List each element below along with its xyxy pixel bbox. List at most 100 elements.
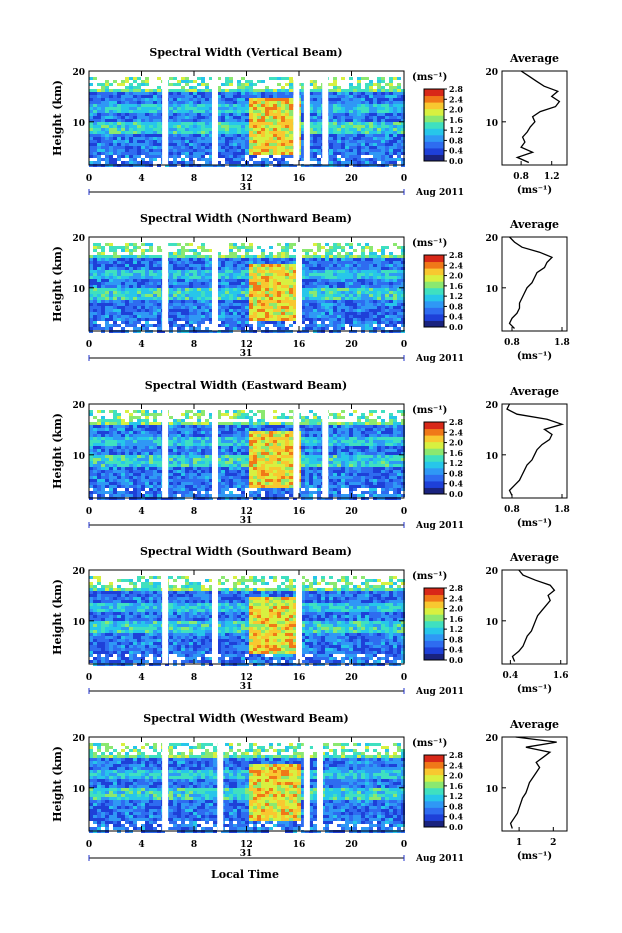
panel-title: Spectral Width (Eastward Beam) — [145, 379, 347, 392]
heatmap-cell — [269, 116, 273, 119]
heatmap-cell — [197, 300, 201, 303]
heatmap-cell — [265, 92, 269, 95]
heatmap-cell — [129, 110, 133, 113]
heatmap-cell — [337, 255, 341, 258]
heatmap-cell — [189, 273, 193, 276]
heatmap-cell — [361, 434, 365, 437]
heatmap-cell — [117, 101, 121, 104]
heatmap-cell — [173, 431, 177, 434]
heatmap-cell — [201, 291, 205, 294]
heatmap-cell — [109, 315, 113, 318]
heatmap-cell — [121, 107, 125, 110]
heatmap-cell — [221, 294, 225, 297]
heatmap-cell — [333, 258, 337, 261]
heatmap-cell — [121, 122, 125, 125]
heatmap-cell — [285, 288, 289, 291]
heatmap-cell — [233, 125, 237, 128]
heatmap-cell — [169, 107, 173, 110]
heatmap-cell — [101, 437, 105, 440]
heatmap-cell — [233, 306, 237, 309]
heatmap-cell — [225, 140, 229, 143]
heatmap-cell — [349, 152, 353, 155]
heatmap-cell — [169, 89, 173, 92]
heatmap-cell — [241, 116, 245, 119]
heatmap-cell — [341, 422, 345, 425]
average-line — [517, 71, 559, 163]
heatmap-cell — [345, 104, 349, 107]
heatmap-cell — [309, 270, 313, 273]
heatmap-cell — [325, 279, 329, 282]
heatmap-cell — [357, 431, 361, 434]
heatmap-cell — [133, 80, 137, 83]
heatmap-cell — [105, 125, 109, 128]
heatmap-cell — [197, 303, 201, 306]
heatmap-cell — [229, 261, 233, 264]
heatmap-cell — [185, 410, 189, 413]
heatmap-cell — [201, 128, 205, 131]
heatmap-cell — [105, 294, 109, 297]
heatmap-cell — [357, 255, 361, 258]
heatmap-cell — [369, 86, 373, 89]
heatmap-cell — [241, 158, 245, 161]
heatmap-cell — [325, 243, 329, 246]
heatmap-cell — [385, 425, 389, 428]
heatmap-cell — [101, 107, 105, 110]
heatmap-cell — [113, 246, 117, 249]
heatmap-cell — [385, 119, 389, 122]
heatmap-cell — [225, 270, 229, 273]
heatmap-cell — [89, 137, 93, 140]
heatmap-cell — [193, 303, 197, 306]
heatmap-cell — [173, 158, 177, 161]
heatmap-cell — [385, 140, 389, 143]
heatmap-cell — [341, 273, 345, 276]
heatmap-cell — [309, 306, 313, 309]
heatmap-cell — [173, 318, 177, 321]
heatmap-cell — [281, 125, 285, 128]
heatmap-cell — [313, 104, 317, 107]
heatmap-cell — [93, 291, 97, 294]
heatmap-cell — [289, 104, 293, 107]
heatmap-cell — [377, 134, 381, 137]
heatmap-cell — [221, 276, 225, 279]
heatmap-cell — [169, 273, 173, 276]
heatmap-cell — [369, 252, 373, 255]
heatmap-cell — [353, 86, 357, 89]
heatmap-cell — [261, 273, 265, 276]
heatmap-cell — [97, 125, 101, 128]
heatmap-cell — [201, 294, 205, 297]
heatmap-cell — [205, 113, 209, 116]
heatmap-cell — [369, 255, 373, 258]
heatmap-cell — [117, 92, 121, 95]
heatmap-cell — [373, 327, 377, 330]
heatmap-cell — [133, 315, 137, 318]
heatmap-cell — [313, 152, 317, 155]
heatmap-cell — [373, 134, 377, 137]
heatmap-cell — [397, 270, 401, 273]
heatmap-cell — [337, 315, 341, 318]
heatmap-cell — [229, 243, 233, 246]
heatmap-cell — [149, 267, 153, 270]
heatmap-cell — [341, 327, 345, 330]
heatmap-cell — [357, 104, 361, 107]
heatmap-cell — [241, 267, 245, 270]
heatmap-cell — [329, 161, 333, 164]
heatmap-cell — [265, 288, 269, 291]
heatmap-cell — [221, 83, 225, 86]
heatmap-cell — [221, 113, 225, 116]
heatmap-cell — [229, 119, 233, 122]
heatmap-cell — [93, 146, 97, 149]
heatmap-cell — [197, 306, 201, 309]
heatmap-cell — [369, 134, 373, 137]
heatmap-cell — [189, 125, 193, 128]
heatmap-cell — [97, 101, 101, 104]
heatmap-cell — [141, 291, 145, 294]
heatmap-cell — [305, 276, 309, 279]
heatmap-cell — [361, 306, 365, 309]
heatmap-cell — [97, 104, 101, 107]
heatmap-cell — [193, 431, 197, 434]
heatmap-cell — [121, 309, 125, 312]
heatmap-cell — [365, 98, 369, 101]
heatmap-cell — [205, 122, 209, 125]
x-tick-label: 16 — [293, 174, 306, 184]
heatmap-cell — [341, 155, 345, 158]
